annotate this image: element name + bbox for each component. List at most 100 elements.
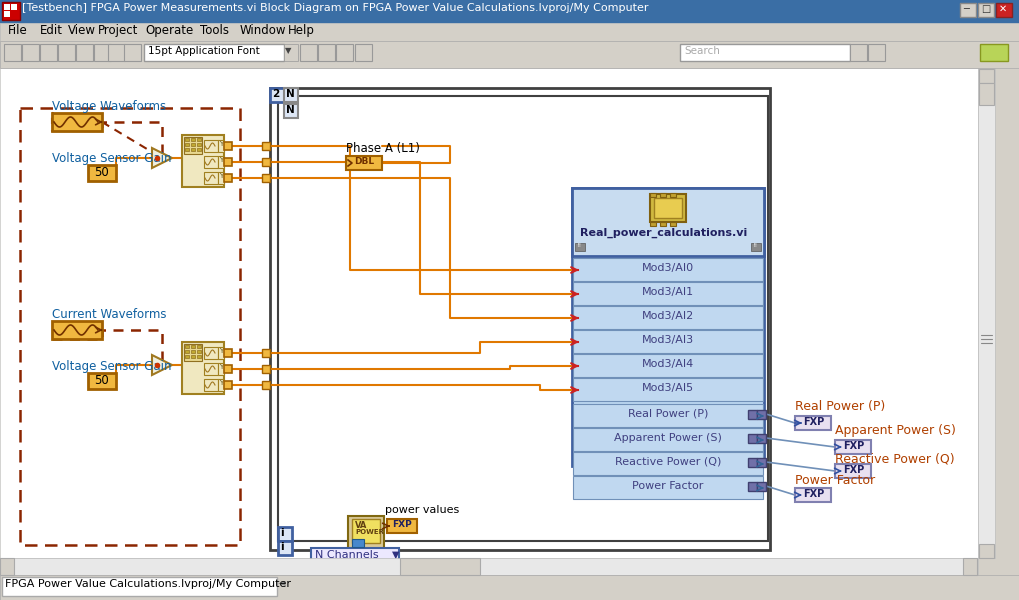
Bar [650, 194, 686, 222]
Bar [2, 577, 277, 596]
Text: ▼: ▼ [392, 550, 399, 560]
Bar [52, 321, 102, 339]
Bar [218, 379, 224, 391]
Text: 50: 50 [95, 166, 109, 179]
Bar [204, 347, 218, 359]
Text: Search: Search [684, 46, 719, 56]
Bar [660, 193, 666, 197]
Bar [4, 4, 10, 10]
Bar [757, 482, 766, 491]
Text: Mod3/AI5: Mod3/AI5 [642, 383, 694, 393]
Bar [40, 44, 57, 61]
Bar [262, 142, 270, 150]
Bar [795, 488, 832, 502]
Bar [262, 174, 270, 182]
Text: Edit: Edit [40, 24, 63, 37]
Text: Help: Help [288, 24, 315, 37]
Text: FPGA Power Value Calculations.lvproj/My Computer: FPGA Power Value Calculations.lvproj/My … [5, 579, 291, 589]
Bar [284, 44, 298, 61]
Bar [218, 156, 224, 168]
Bar [979, 544, 994, 558]
Bar [204, 379, 218, 391]
Bar [197, 148, 201, 151]
Bar [850, 44, 867, 61]
Bar [224, 142, 232, 150]
Bar [204, 363, 218, 375]
Bar [650, 222, 656, 226]
Bar [573, 354, 763, 377]
Text: N Channels: N Channels [315, 550, 379, 560]
Bar [757, 410, 766, 419]
Bar [224, 158, 232, 166]
Bar [671, 222, 676, 226]
Bar [978, 68, 995, 558]
Text: ✕: ✕ [999, 4, 1007, 14]
Bar [748, 458, 757, 467]
Bar [572, 188, 764, 256]
Text: FXP: FXP [843, 465, 864, 475]
Bar [660, 222, 666, 226]
Bar [979, 83, 994, 105]
Text: POWER: POWER [355, 529, 384, 535]
Bar [748, 410, 757, 419]
Bar [0, 22, 1019, 41]
Bar [284, 104, 298, 118]
Text: DBL: DBL [354, 157, 374, 166]
Text: Mod3/AI4: Mod3/AI4 [642, 359, 694, 369]
Bar [278, 527, 292, 541]
Text: Reactive Power (Q): Reactive Power (Q) [835, 452, 955, 465]
Text: i: i [280, 542, 283, 552]
Bar [2, 2, 20, 20]
Text: Y: Y [219, 380, 223, 386]
Text: Phase A (L1): Phase A (L1) [346, 142, 420, 155]
Text: Voltage Sensor Gain: Voltage Sensor Gain [52, 360, 171, 373]
Bar [355, 44, 372, 61]
Bar [4, 44, 21, 61]
Bar [185, 345, 189, 348]
Bar [575, 243, 585, 251]
Bar [979, 69, 994, 83]
Bar [278, 541, 292, 555]
Bar [284, 88, 298, 102]
Bar [573, 282, 763, 305]
Text: Y: Y [219, 348, 223, 354]
Bar [191, 345, 195, 348]
Bar [0, 41, 1019, 68]
Text: Y: Y [219, 173, 223, 179]
Text: ◄: ◄ [278, 577, 285, 587]
Bar [311, 548, 399, 565]
Bar [11, 4, 17, 10]
Text: N: N [286, 105, 294, 115]
Text: FXP: FXP [843, 441, 864, 451]
Bar [185, 138, 189, 141]
Bar [573, 476, 763, 499]
Bar [348, 516, 384, 552]
Bar [262, 365, 270, 373]
Bar [262, 381, 270, 389]
Text: i: i [280, 528, 283, 538]
Text: Real Power (P): Real Power (P) [628, 409, 708, 419]
Text: [Testbench] FPGA Power Measurements.vi Block Diagram on FPGA Power Value Calcula: [Testbench] FPGA Power Measurements.vi B… [22, 3, 648, 13]
Text: Reactive Power (Q): Reactive Power (Q) [614, 457, 721, 467]
Bar [680, 44, 850, 61]
Bar [346, 156, 382, 170]
Bar [124, 44, 141, 61]
Text: File: File [8, 24, 28, 37]
Bar [0, 68, 978, 558]
Text: ─: ─ [963, 4, 969, 14]
Bar [573, 330, 763, 353]
Text: Mod3/AI1: Mod3/AI1 [642, 287, 694, 297]
Text: Y: Y [219, 364, 223, 370]
Bar [318, 44, 335, 61]
Bar [387, 519, 417, 533]
Bar [182, 342, 224, 394]
Bar [4, 11, 10, 17]
Bar [980, 44, 1008, 61]
Bar [191, 350, 195, 353]
Text: Mod3/AI2: Mod3/AI2 [642, 311, 694, 321]
Bar [262, 349, 270, 357]
Bar [184, 344, 202, 361]
Bar [573, 378, 763, 401]
Bar [868, 44, 884, 61]
Text: Apparent Power (S): Apparent Power (S) [614, 433, 721, 443]
